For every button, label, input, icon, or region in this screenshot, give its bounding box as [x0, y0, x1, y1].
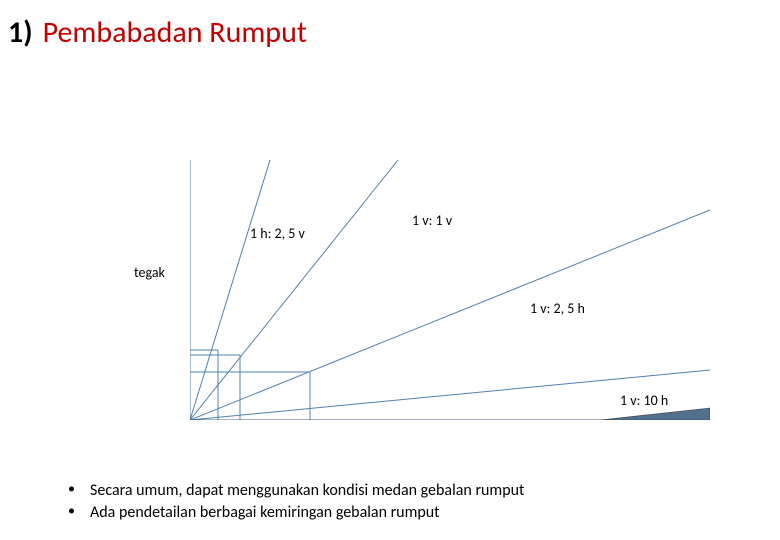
- bullet-item: Secara umum, dapat menggunakan kondisi m…: [60, 480, 524, 502]
- slope-diagram: 1 h: 2, 5 v 1 v: 1 v 1 v: 2, 5 h 1 v: 10…: [190, 160, 710, 420]
- label-1v-2-5h: 1 v: 2, 5 h: [530, 300, 585, 317]
- bullet-item: Ada pendetailan berbagai kemiringan geba…: [60, 502, 524, 524]
- label-1v-1v: 1 v: 1 v: [412, 212, 452, 229]
- slide-title: 1) Pembabadan Rumput: [0, 0, 780, 51]
- label-tegak: tegak: [134, 264, 165, 281]
- slope-diagram-svg: [190, 160, 710, 420]
- label-1h-2-5v: 1 h: 2, 5 v: [250, 225, 305, 242]
- title-text: Pembabadan Rumput: [43, 14, 307, 51]
- title-number: 1): [8, 14, 33, 51]
- bullet-list: Secara umum, dapat menggunakan kondisi m…: [60, 480, 524, 523]
- label-1v-10h: 1 v: 10 h: [620, 392, 668, 409]
